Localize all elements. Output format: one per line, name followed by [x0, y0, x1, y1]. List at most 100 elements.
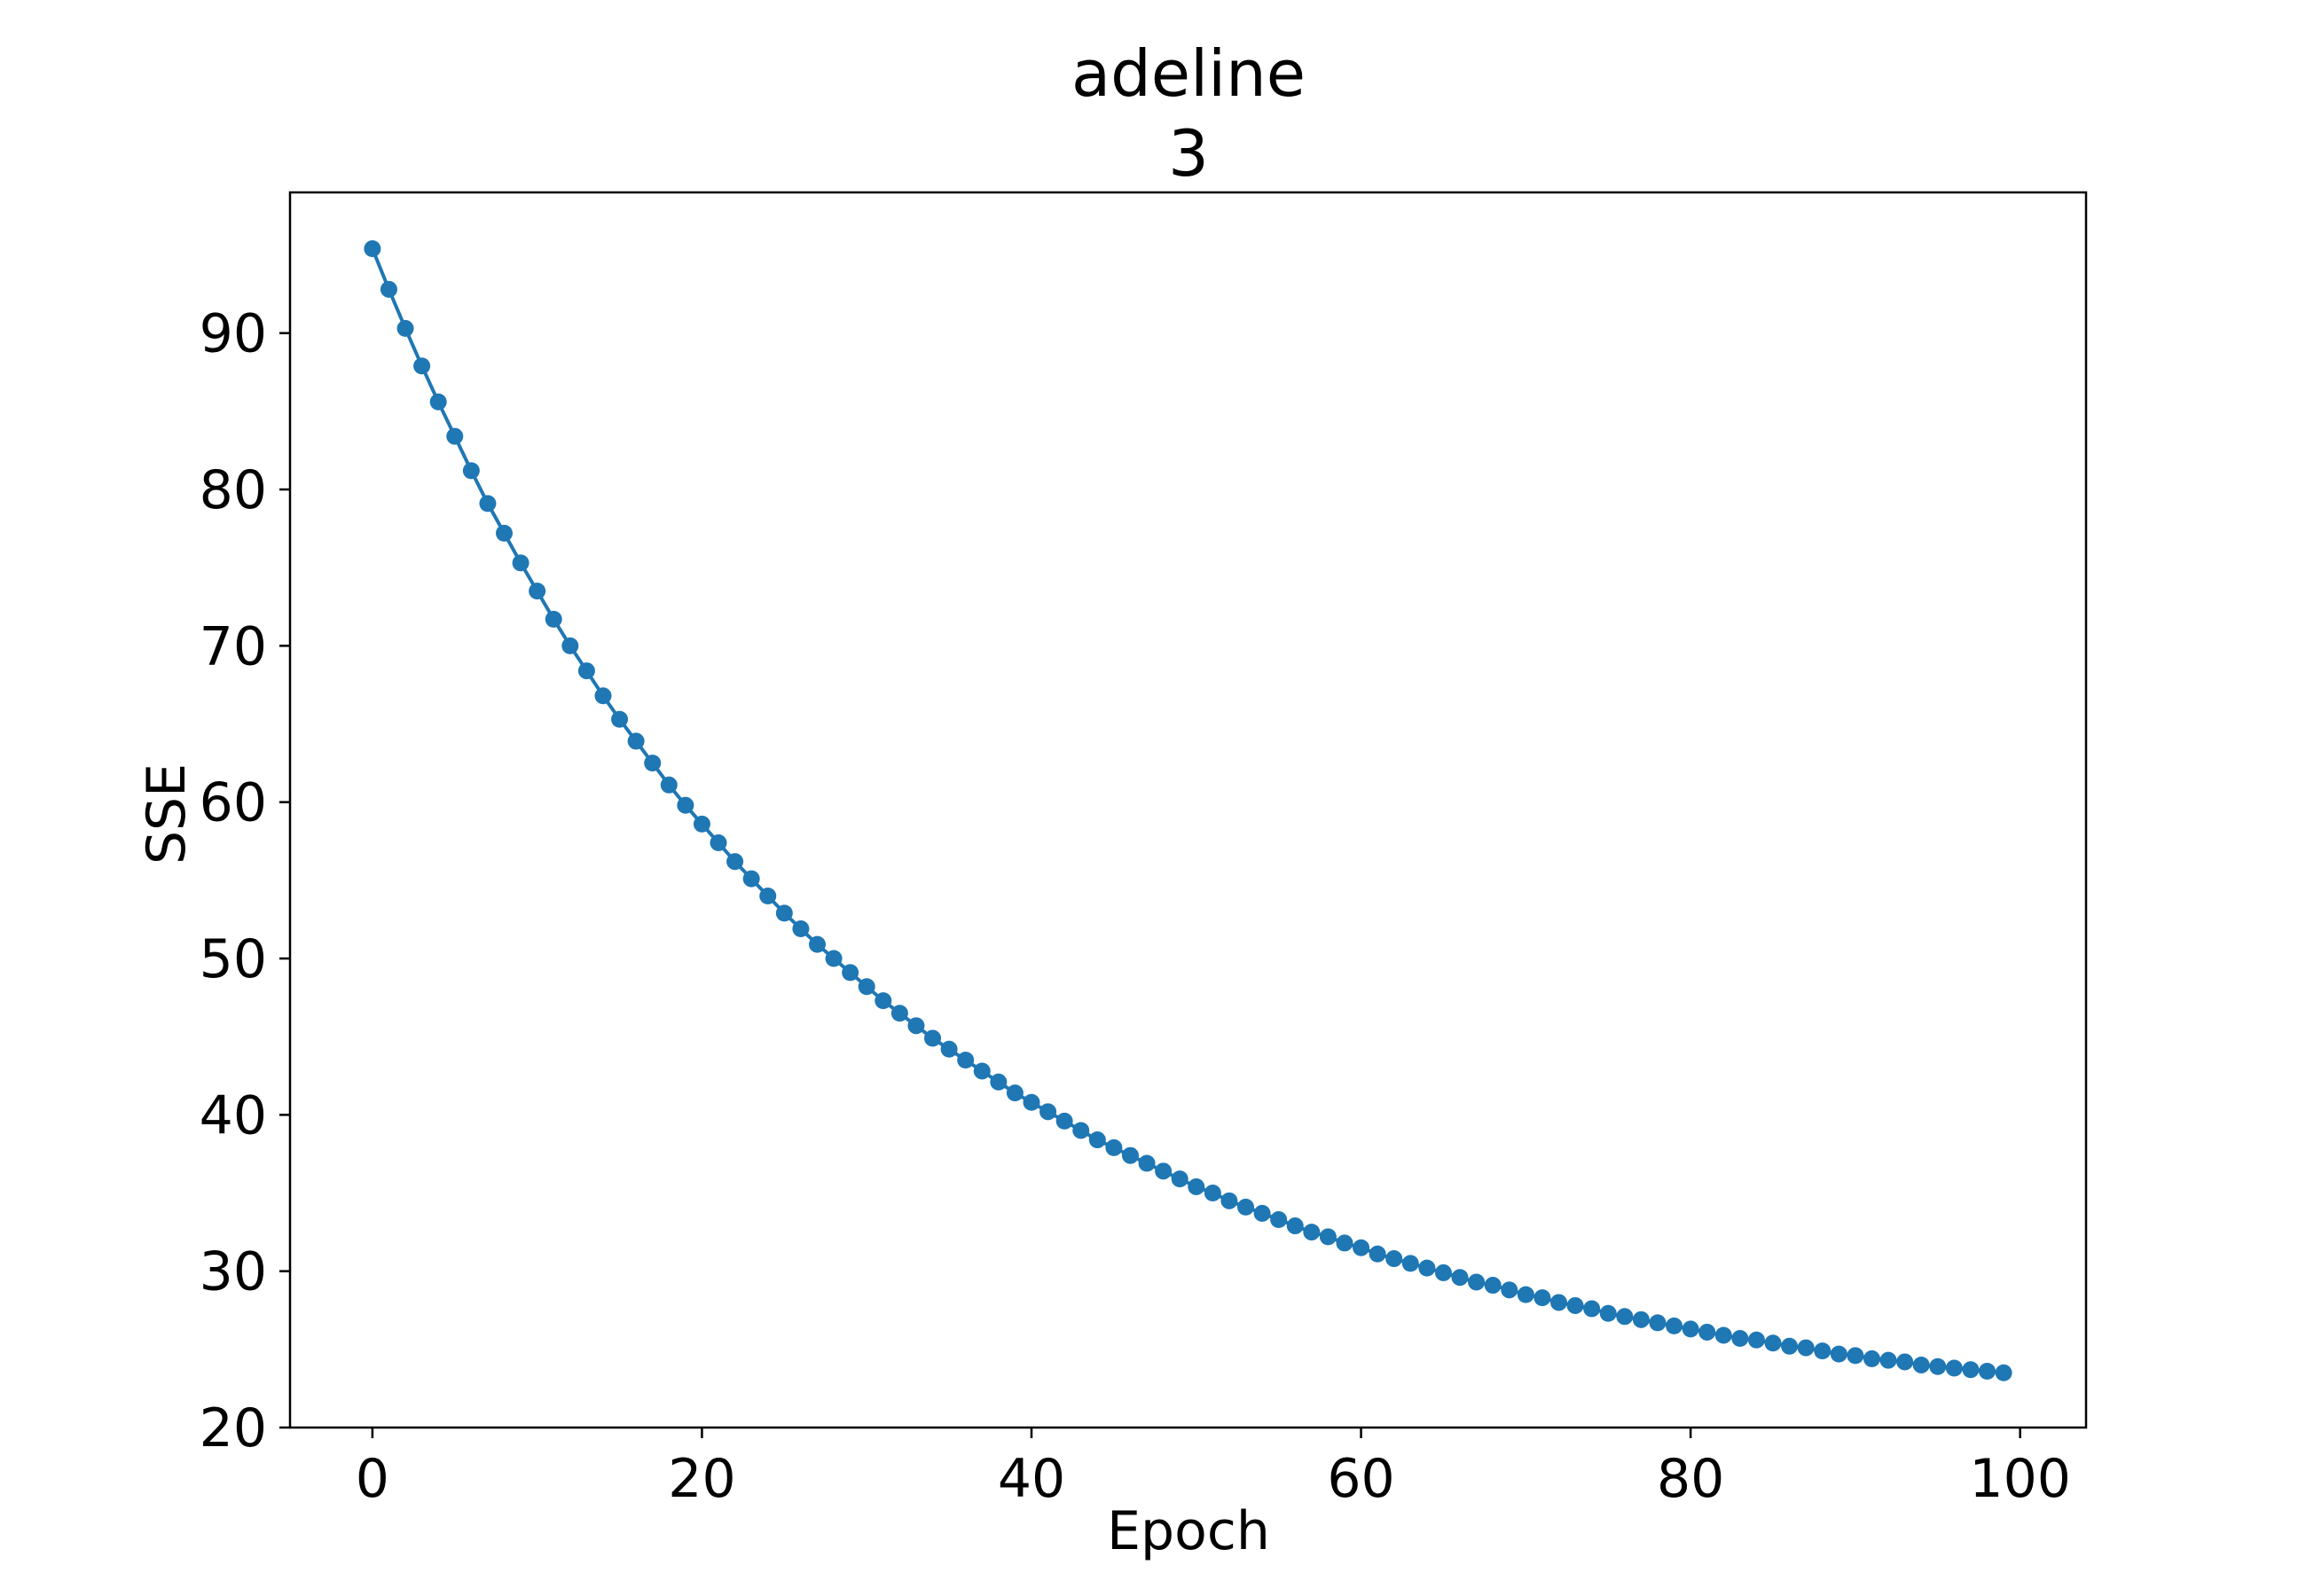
x-tick-label: 0 [356, 1448, 389, 1510]
y-tick-label: 20 [200, 1397, 267, 1459]
data-point [907, 1017, 925, 1035]
data-point [1006, 1084, 1024, 1102]
data-point [940, 1040, 958, 1058]
x-tick-label: 60 [1327, 1448, 1394, 1510]
data-point [577, 662, 595, 680]
data-point [545, 610, 562, 628]
data-point [1979, 1363, 1996, 1381]
plot-frame [288, 191, 2088, 1429]
data-point [396, 319, 414, 337]
data-point [1764, 1334, 1782, 1352]
data-point [1155, 1162, 1173, 1180]
x-tick-label: 20 [668, 1448, 735, 1510]
data-point [561, 637, 579, 654]
data-point [1188, 1177, 1205, 1195]
data-point [1632, 1310, 1650, 1328]
data-point [380, 280, 397, 298]
data-point [1088, 1131, 1106, 1149]
data-point [1023, 1093, 1040, 1111]
data-point [364, 239, 381, 257]
data-point [1896, 1353, 1914, 1371]
data-point [1121, 1146, 1139, 1164]
data-point [1962, 1361, 1980, 1379]
data-point [529, 583, 546, 600]
series-line [371, 247, 2004, 1375]
data-point [792, 920, 810, 938]
data-point [842, 964, 859, 982]
data-point [627, 732, 645, 750]
data-point [1039, 1103, 1057, 1121]
chart-title: adeline [1071, 36, 1306, 111]
data-point [742, 870, 760, 888]
data-point [875, 992, 892, 1010]
data-point [413, 357, 431, 375]
data-point [1105, 1138, 1123, 1156]
data-point [1303, 1224, 1321, 1241]
data-point [660, 776, 678, 794]
data-point [726, 853, 744, 871]
data-point [1945, 1359, 1963, 1377]
data-point [1401, 1255, 1419, 1272]
data-point [1319, 1228, 1337, 1246]
data-point [1484, 1277, 1502, 1295]
data-point [1929, 1357, 1947, 1375]
y-tick-label: 40 [200, 1084, 267, 1146]
x-tick-label: 100 [1969, 1448, 2071, 1510]
data-point [644, 755, 662, 772]
data-point [1731, 1329, 1749, 1347]
data-point [1171, 1170, 1188, 1188]
data-point [1385, 1250, 1403, 1268]
data-point [973, 1062, 991, 1080]
data-point [1369, 1245, 1386, 1263]
data-point [446, 427, 464, 445]
data-point [1698, 1323, 1716, 1341]
data-point [1797, 1339, 1815, 1357]
data-point [1830, 1345, 1847, 1363]
data-point [512, 554, 529, 572]
data-point [957, 1052, 975, 1069]
y-tick-label: 80 [200, 459, 267, 521]
x-tick-label: 80 [1657, 1448, 1724, 1510]
y-tick-label: 30 [200, 1241, 267, 1303]
data-point [1747, 1331, 1765, 1349]
data-point [462, 462, 480, 480]
data-point [1847, 1347, 1864, 1365]
data-point [611, 710, 629, 728]
y-axis-label: SSE [136, 763, 198, 864]
data-point [1583, 1300, 1601, 1318]
data-point [1270, 1210, 1288, 1228]
data-point [990, 1073, 1008, 1091]
data-point [1599, 1304, 1617, 1322]
data-point [1418, 1259, 1436, 1277]
data-point [1055, 1112, 1073, 1130]
data-point [775, 904, 793, 922]
chart-subtitle: 3 [1168, 116, 1209, 191]
y-tick-label: 60 [200, 772, 267, 834]
data-point [1533, 1289, 1551, 1307]
data-point [496, 524, 514, 542]
data-point [479, 495, 497, 512]
data-point [1501, 1281, 1518, 1299]
data-point [1863, 1350, 1880, 1367]
data-point [1814, 1342, 1831, 1360]
data-point [809, 935, 826, 953]
data-point [759, 887, 777, 904]
axis-ticks: 0 20 40 60 80 100 20 30 40 50 60 70 80 90 [200, 303, 2071, 1510]
data-point [1714, 1326, 1732, 1344]
data-point [924, 1029, 942, 1047]
data-point [1220, 1192, 1238, 1209]
data-point [890, 1005, 908, 1022]
data-point [1353, 1239, 1370, 1256]
data-point [1550, 1294, 1567, 1311]
data-point [1616, 1308, 1634, 1326]
y-tick-label: 90 [200, 303, 267, 365]
data-point [1995, 1364, 2012, 1381]
data-point [1286, 1217, 1304, 1235]
data-point [710, 834, 727, 852]
data-point [1517, 1286, 1534, 1303]
data-point [693, 815, 710, 833]
data-point [1253, 1204, 1271, 1222]
data-point [1781, 1337, 1799, 1355]
data-point [429, 393, 447, 411]
